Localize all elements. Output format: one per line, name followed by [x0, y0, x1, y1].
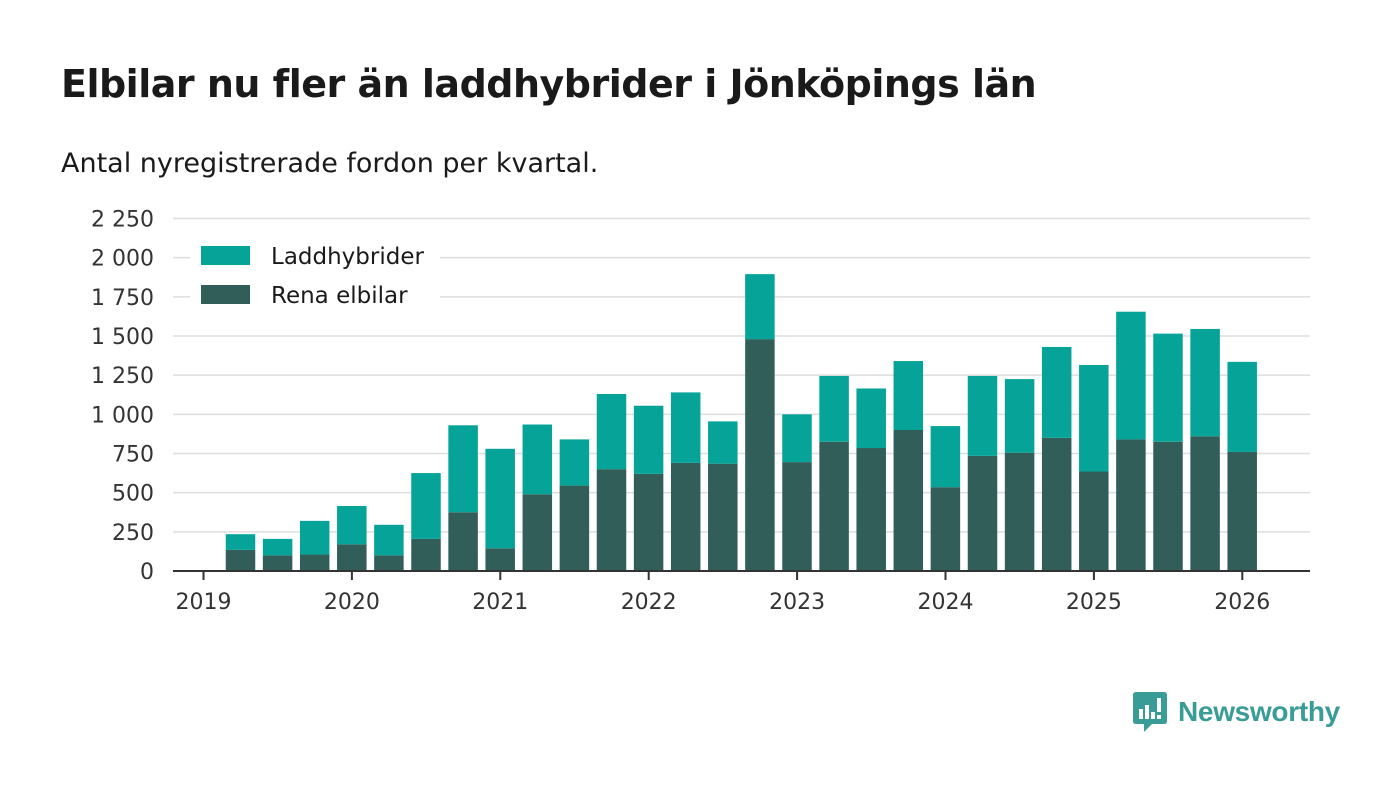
legend-swatch — [201, 285, 250, 304]
bar-rena-elbilar — [1190, 436, 1220, 571]
y-tick-label: 0 — [140, 560, 154, 585]
y-tick-label: 1 750 — [91, 286, 154, 311]
brand-logo: Newsworthy — [1133, 691, 1340, 733]
bar-rena-elbilar — [1116, 439, 1146, 571]
bar-laddhybrider — [930, 426, 961, 488]
y-tick-label: 250 — [112, 521, 154, 546]
bar-laddhybrider — [374, 524, 404, 556]
x-tick-label: 2021 — [472, 590, 528, 615]
brand-name: Newsworthy — [1178, 696, 1340, 727]
bar-laddhybrider — [337, 505, 367, 545]
bar-laddhybrider — [1004, 379, 1035, 453]
legend-label: Laddhybrider — [271, 244, 424, 270]
bar-laddhybrider — [559, 439, 590, 486]
bar-laddhybrider — [856, 388, 886, 449]
bar-rena-elbilar — [262, 555, 293, 571]
chart-title: Elbilar nu fler än laddhybrider i Jönköp… — [61, 62, 1037, 106]
bar-rena-elbilar — [596, 469, 627, 571]
bar-rena-elbilar — [299, 554, 330, 571]
bar-laddhybrider — [670, 392, 701, 463]
bar-laddhybrider — [745, 274, 775, 340]
bar-laddhybrider — [1116, 311, 1146, 440]
bar-laddhybrider — [893, 361, 924, 430]
bar-rena-elbilar — [930, 487, 961, 571]
bar-rena-elbilar — [374, 555, 404, 571]
y-tick-label: 1 250 — [91, 364, 154, 389]
bar-laddhybrider — [1227, 361, 1257, 452]
y-tick-label: 2 250 — [91, 208, 154, 233]
bar-rena-elbilar — [967, 455, 998, 571]
bar-rena-elbilar — [1227, 451, 1257, 571]
bar-laddhybrider — [225, 534, 256, 550]
bar-rena-elbilar — [1079, 471, 1109, 571]
bar-laddhybrider — [1041, 346, 1072, 438]
bar-rena-elbilar — [559, 485, 590, 571]
bar-rena-elbilar — [1153, 441, 1183, 571]
bar-rena-elbilar — [670, 462, 701, 571]
bar-rena-elbilar — [708, 463, 738, 571]
bar-laddhybrider — [819, 375, 849, 442]
bars — [225, 274, 1257, 571]
newsworthy-logo-icon — [1133, 692, 1167, 732]
bar-laddhybrider — [1079, 364, 1109, 472]
bar-rena-elbilar — [633, 473, 664, 571]
legend-label: Rena elbilar — [271, 283, 408, 309]
bar-laddhybrider — [633, 405, 664, 474]
chart-subtitle: Antal nyregistrerade fordon per kvartal. — [61, 148, 599, 179]
x-tick-label: 2023 — [769, 590, 825, 615]
bar-laddhybrider — [299, 520, 330, 555]
bar-rena-elbilar — [225, 549, 256, 571]
bar-laddhybrider — [262, 538, 293, 556]
bar-rena-elbilar — [745, 339, 775, 571]
bar-laddhybrider — [448, 425, 478, 513]
x-tick-label: 2022 — [621, 590, 677, 615]
bar-laddhybrider — [782, 414, 812, 463]
x-tick-label: 2020 — [324, 590, 380, 615]
bar-rena-elbilar — [856, 448, 886, 571]
bar-laddhybrider — [596, 393, 627, 470]
x-axis-ticks: 2019 2020 2021 2022 2023 2024 2025 2026 — [176, 571, 1270, 615]
x-tick-label: 2024 — [918, 590, 974, 615]
y-tick-label: 500 — [112, 482, 154, 507]
y-tick-label: 1 500 — [91, 325, 154, 350]
legend: Laddhybrider Rena elbilar — [190, 237, 440, 319]
x-tick-label: 2019 — [176, 590, 232, 615]
bar-laddhybrider — [522, 424, 553, 495]
bar-laddhybrider — [1190, 328, 1220, 437]
bar-rena-elbilar — [819, 441, 849, 571]
x-tick-label: 2025 — [1066, 590, 1122, 615]
bar-laddhybrider — [411, 473, 441, 539]
bar-rena-elbilar — [1004, 452, 1035, 571]
x-tick-label: 2026 — [1214, 590, 1270, 615]
bar-laddhybrider — [708, 421, 738, 464]
bar-rena-elbilar — [411, 538, 441, 571]
y-axis-ticks: 0 250 500 750 1 000 1 250 1 500 1 750 2 000 2 250 — [91, 208, 154, 586]
y-tick-label: 750 — [112, 443, 154, 468]
bar-rena-elbilar — [337, 544, 367, 571]
bar-rena-elbilar — [893, 430, 924, 571]
bar-rena-elbilar — [522, 494, 553, 571]
bar-laddhybrider — [967, 375, 998, 456]
bar-rena-elbilar — [448, 512, 478, 571]
bar-rena-elbilar — [485, 548, 515, 571]
bar-laddhybrider — [485, 448, 515, 549]
legend-swatch — [201, 246, 250, 265]
y-tick-label: 2 000 — [91, 247, 154, 272]
bar-rena-elbilar — [782, 462, 812, 571]
bar-rena-elbilar — [1041, 437, 1072, 571]
bar-laddhybrider — [1153, 333, 1183, 442]
y-tick-label: 1 000 — [91, 403, 154, 428]
